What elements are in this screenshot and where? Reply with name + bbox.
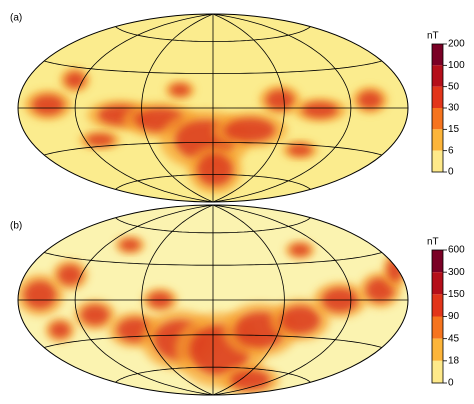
panel-label: (a) [10,13,22,24]
colorbar-tick-label: 200 [448,39,465,50]
anomaly [358,91,382,109]
anomaly [50,322,70,338]
colorbar-tick-label: 90 [448,311,460,322]
colorbar-band [432,65,443,86]
anomaly [81,305,109,325]
anomaly [280,306,320,334]
colorbar-band [432,129,443,150]
anomaly [302,102,338,118]
colorbar-tick-label: 100 [448,60,465,71]
colorbar-band [432,317,443,339]
anomaly [230,370,270,390]
colorbar-tick-label: 18 [448,355,460,366]
colorbar-tick-label: 50 [448,81,460,92]
colorbar-band [432,339,443,361]
colorbar-band [432,44,443,65]
colorbar-band [432,108,443,129]
colorbar-tick-label: 0 [448,167,454,178]
figure: (a) nT 200 100 50 30 15 6 0 (b) nT 600 300 150 90 45 18 0 [0,0,474,404]
anomaly [225,118,275,142]
anomaly [86,134,114,146]
colorbar-tick-label: 6 [448,145,454,156]
anomaly [387,258,403,282]
colorbar-band [432,294,443,316]
anomaly [32,95,64,115]
colorbar-band [432,250,443,272]
colorbar-unit: nT [427,237,439,248]
colorbar-tick-label: 150 [448,289,465,300]
anomaly [170,84,190,96]
anomaly [290,244,310,256]
colorbar-band [432,272,443,294]
colorbar-tick-label: 300 [448,267,465,278]
anomaly [266,90,294,110]
colorbar-band [432,151,443,172]
anomaly [65,72,85,88]
colorbar-tick-label: 600 [448,245,465,256]
colorbar-unit: nT [427,31,439,42]
panel-label: (b) [10,221,22,232]
anomaly [197,154,233,186]
colorbar-tick-label: 30 [448,103,460,114]
colorbar-tick-label: 45 [448,333,460,344]
anomaly [288,144,312,156]
colorbar-band [432,361,443,383]
colorbar-band [432,87,443,108]
anomaly [24,281,56,309]
anomaly [120,239,140,251]
colorbar-tick-label: 0 [448,378,454,389]
colorbar-tick-label: 15 [448,124,460,135]
